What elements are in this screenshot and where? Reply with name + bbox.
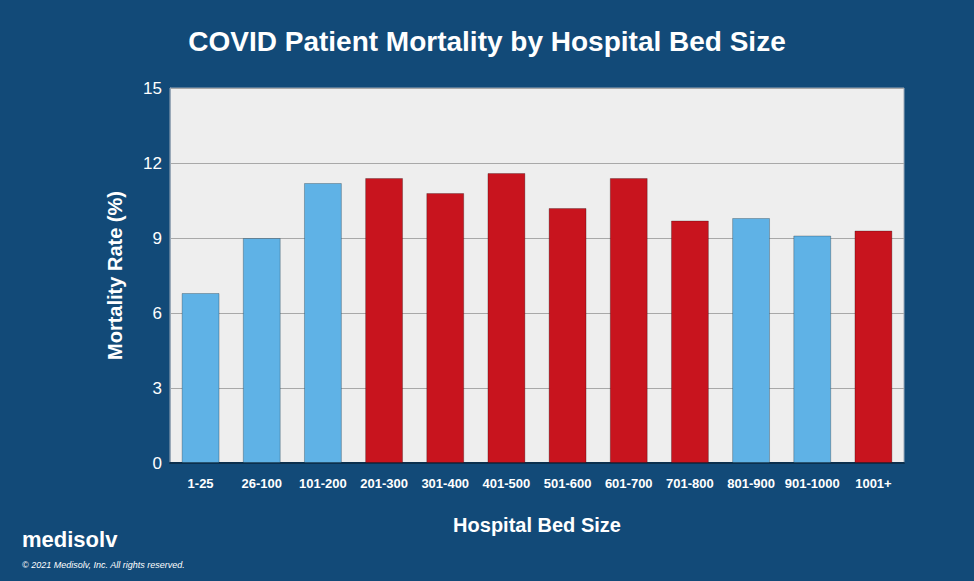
- svg-text:1001+: 1001+: [855, 476, 892, 491]
- svg-text:701-800: 701-800: [666, 476, 714, 491]
- svg-text:601-700: 601-700: [605, 476, 653, 491]
- svg-text:0: 0: [153, 454, 162, 473]
- svg-text:801-900: 801-900: [727, 476, 775, 491]
- svg-text:101-200: 101-200: [299, 476, 347, 491]
- svg-text:501-600: 501-600: [544, 476, 592, 491]
- svg-text:401-500: 401-500: [483, 476, 531, 491]
- svg-text:9: 9: [153, 229, 162, 248]
- svg-text:12: 12: [143, 154, 162, 173]
- svg-text:Hospital Bed Size: Hospital Bed Size: [453, 514, 621, 536]
- svg-text:1-25: 1-25: [188, 476, 214, 491]
- svg-text:901-1000: 901-1000: [785, 476, 840, 491]
- svg-text:COVID Patient Mortality by Hos: COVID Patient Mortality by Hospital Bed …: [188, 26, 785, 57]
- svg-text:26-100: 26-100: [242, 476, 282, 491]
- svg-text:301-400: 301-400: [421, 476, 469, 491]
- svg-text:15: 15: [143, 79, 162, 98]
- svg-text:3: 3: [153, 379, 162, 398]
- svg-text:© 2021 Medisolv, Inc. All righ: © 2021 Medisolv, Inc. All rights reserve…: [22, 560, 185, 570]
- svg-text:201-300: 201-300: [360, 476, 408, 491]
- svg-text:Mortality Rate (%): Mortality Rate (%): [104, 191, 126, 360]
- svg-text:medisolv: medisolv: [22, 527, 118, 552]
- svg-text:6: 6: [153, 304, 162, 323]
